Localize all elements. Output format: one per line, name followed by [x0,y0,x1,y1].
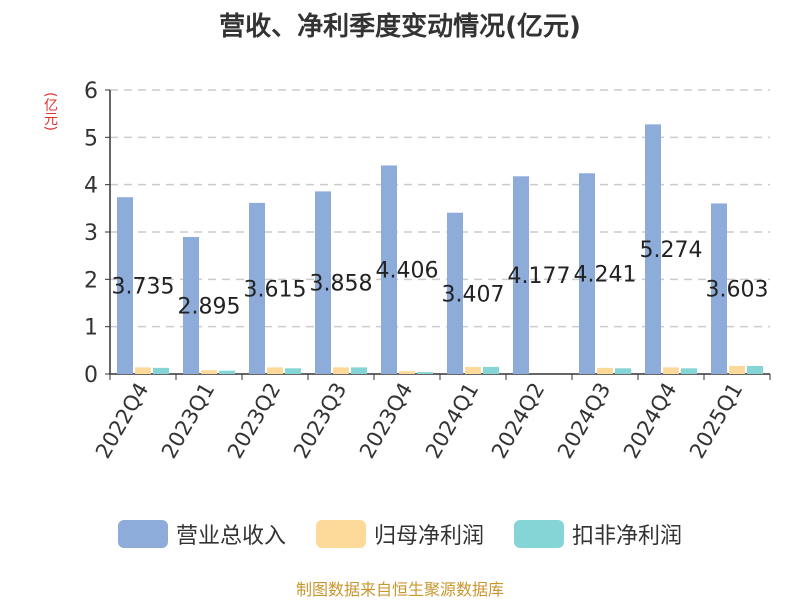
data-label: 3.603 [706,278,769,303]
y-axis-unit-label: (亿元) [42,92,58,131]
bar-revenue [249,202,265,374]
y-tick-label: 4 [84,174,98,199]
data-label: 4.177 [508,264,571,289]
x-tick-label: 2023Q2 [223,379,285,463]
x-tick-label: 2024Q2 [487,379,549,463]
x-tick-label: 2025Q1 [685,379,747,463]
legend-item-deducted-profit[interactable]: 扣非净利润 [514,518,682,550]
x-tick-label: 2024Q3 [553,379,615,463]
bar-net-profit [333,367,349,374]
bar-deducted-profit [483,366,499,374]
data-label: 5.274 [640,238,703,263]
bar-net-profit [465,366,481,374]
bar-revenue [447,212,463,374]
chart-title: 营收、净利季度变动情况(亿元) [219,12,581,42]
legend-swatch-net-profit [315,520,366,548]
legend-item-revenue[interactable]: 营业总收入 [117,518,286,550]
bar-revenue [645,124,661,374]
bar-deducted-profit [417,372,433,374]
bar-deducted-profit [351,367,367,374]
legend-item-net-profit[interactable]: 归母净利润 [315,518,484,550]
legend-label-net-profit: 归母净利润 [373,524,484,549]
data-label: 2.895 [178,294,241,319]
y-tick-label: 3 [84,221,98,246]
bar-deducted-profit [747,365,763,374]
legend: 营业总收入 归母净利润 扣非净利润 [0,518,800,550]
data-label: 3.735 [112,275,175,300]
y-tick-label: 0 [84,363,98,388]
x-tick-label: 2024Q1 [421,379,483,463]
bar-deducted-profit [219,370,235,374]
data-label: 3.407 [442,282,505,307]
bar-revenue [711,203,727,374]
bar-net-profit [201,370,217,374]
data-label: 4.406 [376,259,439,284]
y-tick-label: 1 [84,316,98,341]
legend-swatch-deducted-profit [514,520,564,548]
legend-label-deducted-profit: 扣非净利润 [572,524,683,549]
bar-revenue [183,236,199,374]
source-note: 制图数据来自恒生聚源数据库 [295,580,504,599]
bar-net-profit [663,367,679,374]
bar-deducted-profit [681,368,697,374]
bar-revenue [381,165,397,374]
legend-label-revenue: 营业总收入 [175,524,286,549]
bar-net-profit [135,367,151,374]
data-label: 3.858 [310,272,373,297]
bar-revenue [513,176,529,374]
y-tick-label: 2 [84,268,98,293]
y-tick-label: 5 [84,126,98,151]
bar-revenue [117,197,133,374]
bar-deducted-profit [285,368,301,374]
bar-net-profit [399,371,415,374]
data-label: 4.241 [574,263,637,288]
bar-deducted-profit [153,367,169,374]
x-tick-label: 2024Q4 [619,379,681,463]
bar-revenue [579,173,595,374]
x-tick-label: 2023Q4 [355,379,417,463]
bar-net-profit [729,365,745,374]
legend-swatch-revenue [117,520,168,548]
bar-net-profit [597,367,613,374]
y-tick-label: 6 [84,79,98,104]
x-tick-label: 2022Q4 [91,379,153,463]
bar-net-profit [267,367,283,374]
bar-deducted-profit [615,368,631,374]
x-tick-label: 2023Q3 [289,379,351,463]
data-label: 3.615 [244,277,307,302]
x-tick-label: 2023Q1 [157,379,219,463]
bar-revenue [315,191,331,374]
